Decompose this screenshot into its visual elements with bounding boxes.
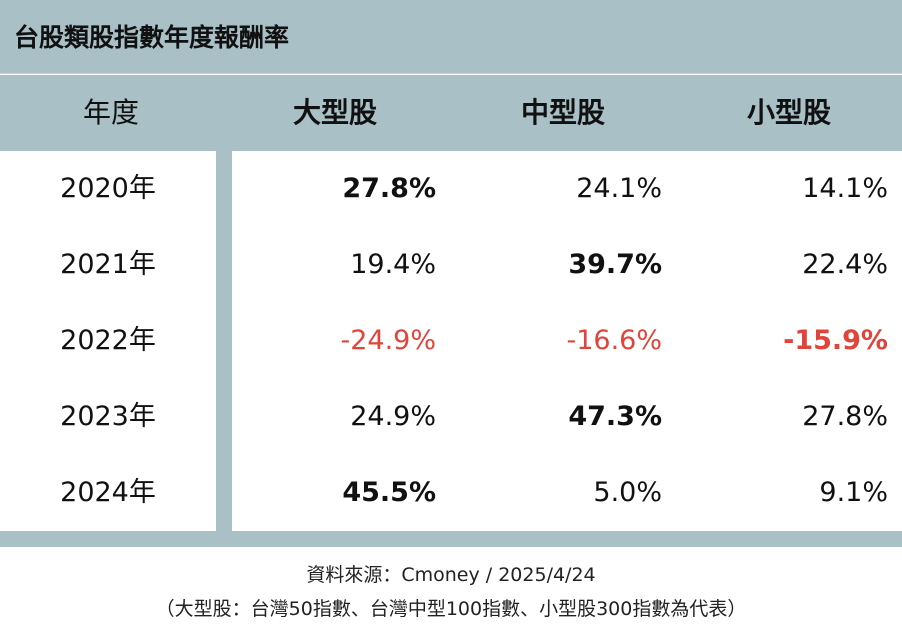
- mid-cap-value: 39.7%: [568, 249, 662, 280]
- row-year: 2024年: [60, 477, 156, 508]
- small-cap-value: -15.9%: [783, 325, 888, 356]
- mid-cap-value: 5.0%: [593, 477, 662, 508]
- large-cap-value: 27.8%: [342, 173, 436, 204]
- source-note: 資料來源：Cmoney / 2025/4/24: [306, 564, 596, 586]
- large-cap-value: 45.5%: [342, 477, 436, 508]
- table-body: 2020年 27.8% 24.1% 14.1% 2021年 19.4% 39.7…: [0, 151, 902, 531]
- row-year: 2022年: [60, 325, 156, 356]
- table-row: 2022年 -24.9% -16.6% -15.9%: [0, 303, 902, 379]
- title-bar: 台股類股指數年度報酬率: [0, 0, 902, 74]
- large-cap-value: -24.9%: [340, 325, 436, 356]
- table-row: 2023年 24.9% 47.3% 27.8%: [0, 379, 902, 455]
- row-year: 2021年: [60, 249, 156, 280]
- small-cap-value: 22.4%: [802, 249, 888, 280]
- index-note: （大型股：台灣50指數、台灣中型100指數、小型股300指數為代表）: [155, 598, 747, 620]
- header-year: 年度: [82, 96, 139, 129]
- small-cap-value: 27.8%: [802, 401, 888, 432]
- large-cap-value: 24.9%: [350, 401, 436, 432]
- column-divider: [216, 151, 232, 531]
- table-row: 2021年 19.4% 39.7% 22.4%: [0, 227, 902, 303]
- small-cap-value: 9.1%: [819, 477, 888, 508]
- table-row: 2020年 27.8% 24.1% 14.1%: [0, 151, 902, 227]
- table-row: 2024年 45.5% 5.0% 9.1%: [0, 455, 902, 531]
- row-year: 2020年: [60, 173, 156, 204]
- mid-cap-value: 47.3%: [568, 401, 662, 432]
- header-large-cap: 大型股: [292, 96, 377, 129]
- small-cap-value: 14.1%: [802, 173, 888, 204]
- mid-cap-value: 24.1%: [576, 173, 662, 204]
- table-header: 年度 大型股 中型股 小型股: [0, 75, 902, 151]
- row-year: 2023年: [60, 401, 156, 432]
- header-mid-cap: 中型股: [520, 96, 605, 129]
- table-bottom-band: [0, 531, 902, 547]
- mid-cap-value: -16.6%: [566, 325, 662, 356]
- header-small-cap: 小型股: [746, 96, 831, 129]
- large-cap-value: 19.4%: [350, 249, 436, 280]
- page-title: 台股類股指數年度報酬率: [14, 23, 290, 52]
- footer: 資料來源：Cmoney / 2025/4/24 （大型股：台灣50指數、台灣中型…: [0, 558, 902, 626]
